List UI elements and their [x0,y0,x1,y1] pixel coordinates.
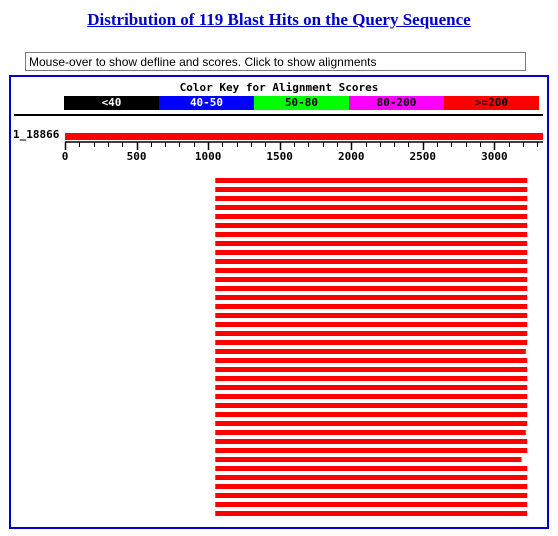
hit-bar[interactable] [215,376,528,381]
hit-bar[interactable] [215,340,528,345]
hit-bar[interactable] [215,313,528,318]
hit-bar[interactable] [215,448,528,453]
color-key-bin-40-50: 40-50 [159,96,254,110]
hit-bar[interactable] [215,322,528,327]
hit-bar[interactable] [215,412,528,417]
hit-bar[interactable] [215,385,528,390]
hit-bar[interactable] [215,214,528,219]
graphic-overview-panel [9,75,549,529]
hit-bar[interactable] [215,205,528,210]
color-key-bin-50-80: 50-80 [254,96,349,110]
hit-bar[interactable] [215,493,528,498]
hit-bar[interactable] [215,268,528,273]
hit-bar[interactable] [215,187,528,192]
hit-bar[interactable] [215,178,528,183]
hit-bar[interactable] [215,241,528,246]
hit-bar[interactable] [215,367,528,372]
hit-bar[interactable] [215,277,528,282]
hit-bar[interactable] [215,421,528,426]
hit-bar[interactable] [215,394,528,399]
hit-bar[interactable] [215,232,528,237]
hit-bar[interactable] [215,466,528,471]
hit-bar[interactable] [215,403,528,408]
title-link[interactable]: Distribution of 119 Blast Hits on the Qu… [87,10,471,29]
hit-bar[interactable] [215,475,528,480]
hit-bar[interactable] [215,358,528,363]
hit-bar[interactable] [215,457,522,462]
color-key-title: Color Key for Alignment Scores [179,81,379,94]
hit-bar[interactable] [215,349,526,354]
hit-bar[interactable] [215,439,528,444]
color-key: <40 40-50 50-80 80-200 >=200 [64,96,539,110]
page-title: Distribution of 119 Blast Hits on the Qu… [0,10,558,30]
hit-bar[interactable] [215,331,528,336]
color-key-bin-ge200: >=200 [444,96,539,110]
hit-bar[interactable] [215,484,528,489]
query-bar[interactable] [65,133,543,140]
color-key-divider [14,114,543,116]
color-key-bin-label: 80-200 [376,96,417,109]
hit-bar[interactable] [215,286,528,291]
color-key-bin-label: 40-50 [189,96,224,109]
color-key-bin-80-200: 80-200 [349,96,444,110]
hit-bar[interactable] [215,259,528,264]
hit-bar[interactable] [215,502,528,507]
hit-bar[interactable] [215,250,528,255]
hit-bar[interactable] [215,430,526,435]
hit-bar[interactable] [215,511,528,516]
color-key-bin-lt40: <40 [64,96,159,110]
hit-bar[interactable] [215,304,528,309]
query-label: 1_18866 [13,128,60,141]
color-key-bin-label: 50-80 [284,96,319,109]
hit-bar[interactable] [215,295,528,300]
defline-field[interactable] [25,52,526,71]
hit-bar[interactable] [215,223,528,228]
hit-bar[interactable] [215,196,528,201]
color-key-bin-label: >=200 [474,96,509,109]
color-key-bin-label: <40 [101,96,122,109]
